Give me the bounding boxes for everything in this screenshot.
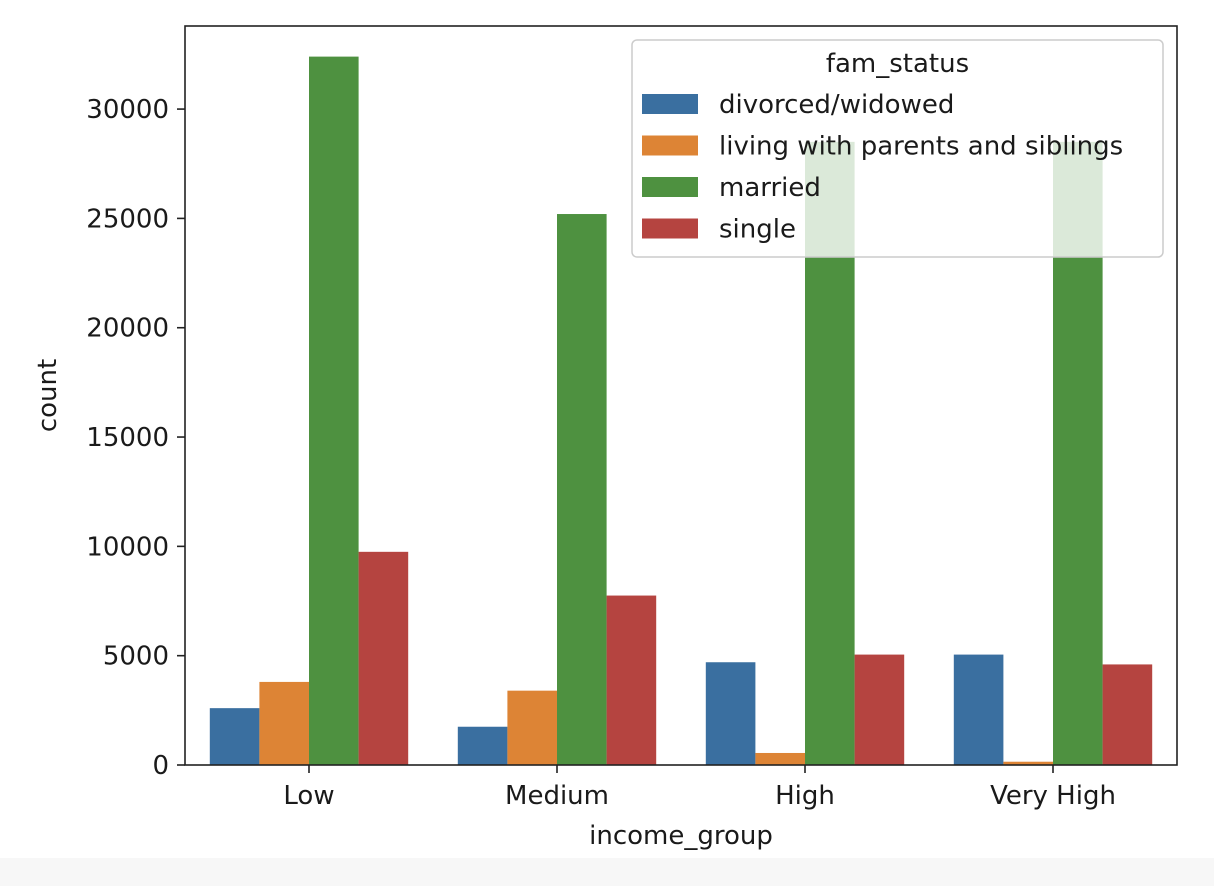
bottom-strip (0, 858, 1214, 886)
legend-entry-label: single (719, 215, 796, 245)
bar-married-low (309, 56, 359, 765)
legend-entry-label: divorced/widowed (719, 90, 954, 120)
bar-married-medium (557, 214, 607, 765)
bar-divorced-widowed-medium (457, 726, 508, 765)
legend-swatch (642, 94, 698, 114)
bar-divorced-widowed-low (209, 708, 260, 765)
legend-box (631, 39, 1164, 258)
x-tick-label: Very High (990, 781, 1116, 811)
legend-entry-label: married (719, 173, 821, 203)
y-tick-label: 5000 (103, 642, 169, 672)
bar-single-low (358, 551, 409, 765)
bar-divorced-widowed-very-high (953, 654, 1004, 765)
legend-swatch (642, 135, 698, 156)
bar-divorced-widowed-high (705, 662, 756, 765)
legend-entry-label: living with parents and siblings (719, 132, 1123, 162)
legend-swatch (642, 177, 698, 197)
bar-single-medium (606, 595, 657, 765)
legend: fam_status divorced/widowed living with p… (631, 39, 1164, 258)
x-axis-label: income_group (589, 821, 773, 851)
bar-living-with-parents-and-siblings-medium (507, 690, 557, 765)
y-tick-label: 30000 (86, 95, 169, 125)
bar-single-very-high (1102, 664, 1153, 765)
y-tick-label: 15000 (86, 423, 169, 453)
y-axis-label: count (33, 359, 63, 432)
x-axis: Low Medium High Very High (283, 765, 1116, 811)
legend-items: divorced/widowed living with parents and … (642, 90, 1123, 245)
y-tick-label: 10000 (86, 532, 169, 562)
y-tick-label: 0 (152, 751, 169, 781)
chart-figure: 0 5000 10000 15000 20000 25000 30000 Low Medium… (33, 25, 1178, 851)
bar-living-with-parents-and-siblings-very-high (1003, 761, 1053, 765)
bar-chart: 0 5000 10000 15000 20000 25000 30000 Low Medium… (33, 25, 1178, 851)
x-tick-label: High (775, 781, 835, 811)
x-tick-label: Medium (505, 781, 609, 811)
bar-single-high (854, 654, 905, 765)
legend-swatch (642, 218, 698, 239)
y-axis: 0 5000 10000 15000 20000 25000 30000 (86, 95, 185, 781)
y-tick-label: 25000 (86, 204, 169, 234)
y-tick-label: 20000 (86, 314, 169, 344)
x-tick-label: Low (283, 781, 334, 811)
bar-living-with-parents-and-siblings-high (755, 752, 805, 765)
bar-living-with-parents-and-siblings-low (259, 681, 309, 765)
legend-title: fam_status (826, 49, 969, 79)
plot-frame (184, 25, 1178, 766)
